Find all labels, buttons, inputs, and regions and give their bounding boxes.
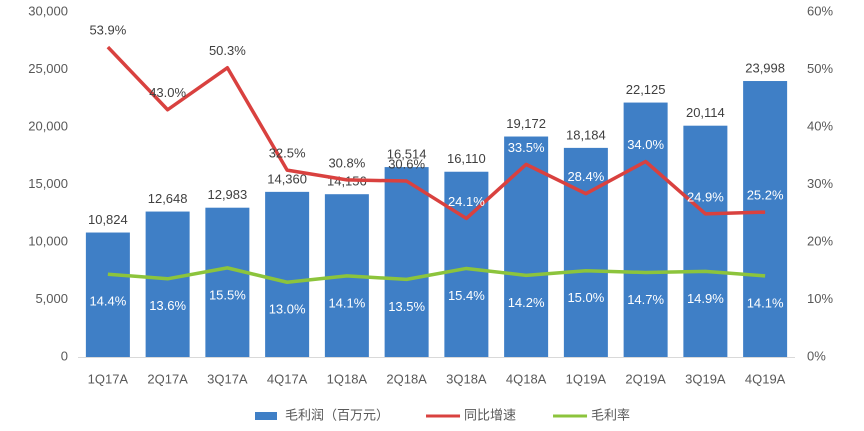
line-value-label: 34.0% — [627, 137, 664, 152]
bar — [563, 147, 608, 357]
y-tick-label: 5,000 — [35, 291, 68, 306]
bar — [623, 102, 668, 357]
x-tick-label: 4Q17A — [267, 371, 308, 386]
y2-tick-label: 20% — [807, 233, 833, 248]
line — [107, 266, 766, 284]
line-value-label: 14.1% — [328, 295, 365, 310]
line-value-label: 24.9% — [687, 189, 724, 204]
y-tick-label: 20,000 — [28, 118, 68, 133]
line-value-label: 15.4% — [448, 288, 485, 303]
x-tick-label: 1Q18A — [327, 371, 368, 386]
line-value-label: 13.6% — [149, 298, 186, 313]
line-value-label: 32.5% — [269, 146, 306, 161]
x-tick-label: 3Q17A — [207, 371, 248, 386]
y2-tick-label: 0% — [807, 348, 826, 363]
line-value-label: 14.4% — [89, 294, 126, 309]
line-value-label: 13.5% — [388, 299, 425, 314]
line-value-label: 14.1% — [747, 295, 784, 310]
bar — [384, 167, 429, 357]
line-value-label: 53.9% — [89, 23, 126, 38]
x-tick-label: 3Q19A — [685, 371, 726, 386]
legend-label: 毛利润（百万元） — [285, 407, 389, 422]
line-value-label: 24.1% — [448, 194, 485, 209]
bar-value-label: 22,125 — [626, 82, 666, 97]
x-tick-label: 1Q17A — [88, 371, 129, 386]
y2-tick-label: 10% — [807, 291, 833, 306]
line-value-label: 33.5% — [508, 140, 545, 155]
y2-tick-label: 30% — [807, 176, 833, 191]
line-value-label: 15.5% — [209, 287, 246, 302]
line-value-label: 14.2% — [508, 295, 545, 310]
line-value-label: 15.0% — [567, 290, 604, 305]
bar-value-label: 16,110 — [447, 151, 486, 166]
bar — [85, 232, 130, 357]
legend-swatch — [255, 412, 277, 420]
bar-value-label: 12,648 — [148, 191, 188, 206]
x-tick-label: 4Q18A — [506, 371, 547, 386]
x-tick-label: 2Q17A — [147, 371, 188, 386]
line-value-label: 14.9% — [687, 291, 724, 306]
legend-label: 毛利率 — [591, 407, 630, 422]
bar-value-label: 16,514 — [387, 147, 427, 162]
line-value-label: 30.6% — [388, 156, 425, 171]
bar — [743, 81, 788, 357]
y-tick-label: 30,000 — [28, 3, 68, 18]
bar — [683, 125, 728, 358]
bar — [504, 136, 549, 357]
x-tick-label: 2Q18A — [386, 371, 427, 386]
x-tick-label: 3Q18A — [446, 371, 487, 386]
y-tick-label: 0 — [61, 348, 68, 363]
y-tick-label: 10,000 — [28, 233, 68, 248]
y-tick-label: 15,000 — [28, 176, 68, 191]
line — [106, 45, 766, 221]
bar-value-label: 19,172 — [506, 116, 546, 131]
legend-label: 同比增速 — [464, 407, 516, 422]
bar — [145, 211, 190, 357]
line-value-label: 13.0% — [269, 302, 306, 317]
x-tick-label: 4Q19A — [745, 371, 786, 386]
bar-value-label: 10,824 — [88, 212, 128, 227]
bar-value-label: 20,114 — [686, 105, 725, 120]
x-tick-label: 1Q19A — [566, 371, 607, 386]
bar — [205, 207, 250, 357]
bar-value-label: 18,184 — [566, 127, 606, 142]
bar — [265, 191, 310, 357]
x-tick-label: 2Q19A — [625, 371, 666, 386]
bar-value-label: 14,360 — [267, 171, 307, 186]
line-value-label: 50.3% — [209, 43, 246, 58]
line-value-label: 43.0% — [149, 85, 186, 100]
line-value-label: 30.8% — [328, 155, 365, 170]
y2-tick-label: 50% — [807, 61, 833, 76]
bar-value-label: 23,998 — [745, 60, 785, 75]
line-value-label: 14.7% — [627, 292, 664, 307]
bar-value-label: 12,983 — [207, 187, 247, 202]
y-tick-label: 25,000 — [28, 61, 68, 76]
y2-tick-label: 40% — [807, 118, 833, 133]
bar — [444, 171, 489, 357]
y2-tick-label: 60% — [807, 3, 833, 18]
line-value-label: 25.2% — [747, 188, 784, 203]
line-value-label: 28.4% — [567, 169, 604, 184]
